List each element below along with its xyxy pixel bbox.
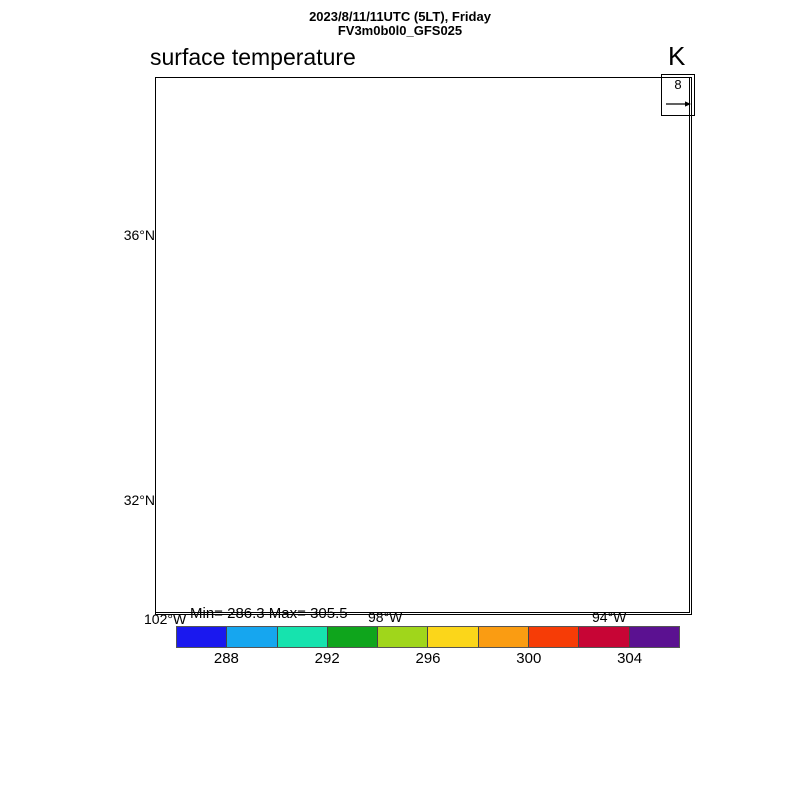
colorbar [176,626,680,648]
temperature-map [155,77,692,615]
lat-label-32n: 32°N [123,492,155,508]
header-titles: 2023/8/11/11UTC (5LT), Friday FV3m0b0l0_… [0,10,800,38]
colorbar-segment-3 [327,627,379,647]
colorbar-segment-7 [529,627,580,647]
colorbar-segment-2 [277,627,328,647]
datetime-title: 2023/8/11/11UTC (5LT), Friday [309,9,491,24]
lat-label-36n: 36°N [123,227,155,243]
min-max-readout: Min= 286.3 Max= 305.5 [190,605,348,622]
colorbar-segment-1 [227,627,278,647]
colorbar-segment-5 [428,627,479,647]
lon-label-98w: 98°W [368,609,403,625]
colorbar-segment-8 [579,627,630,647]
colorbar-segment-0 [177,627,228,647]
colorbar-segment-4 [378,627,429,647]
units-label: K [668,41,686,71]
colorbar-tick-288: 288 [213,650,239,667]
colorbar-segment-9 [629,627,679,647]
lon-label-94w: 94°W [592,609,627,625]
page-title: surface temperature [150,44,356,70]
lon-label-102w: 102°W [144,611,187,627]
colorbar-tick-300: 300 [516,650,542,667]
model-title: FV3m0b0l0_GFS025 [337,23,463,38]
colorbar-tick-labels: 288 292 296 300 304 [176,650,680,670]
colorbar-tick-292: 292 [314,650,340,667]
colorbar-tick-304: 304 [617,650,643,667]
colorbar-segment-6 [478,627,530,647]
colorbar-tick-296: 296 [415,650,441,667]
